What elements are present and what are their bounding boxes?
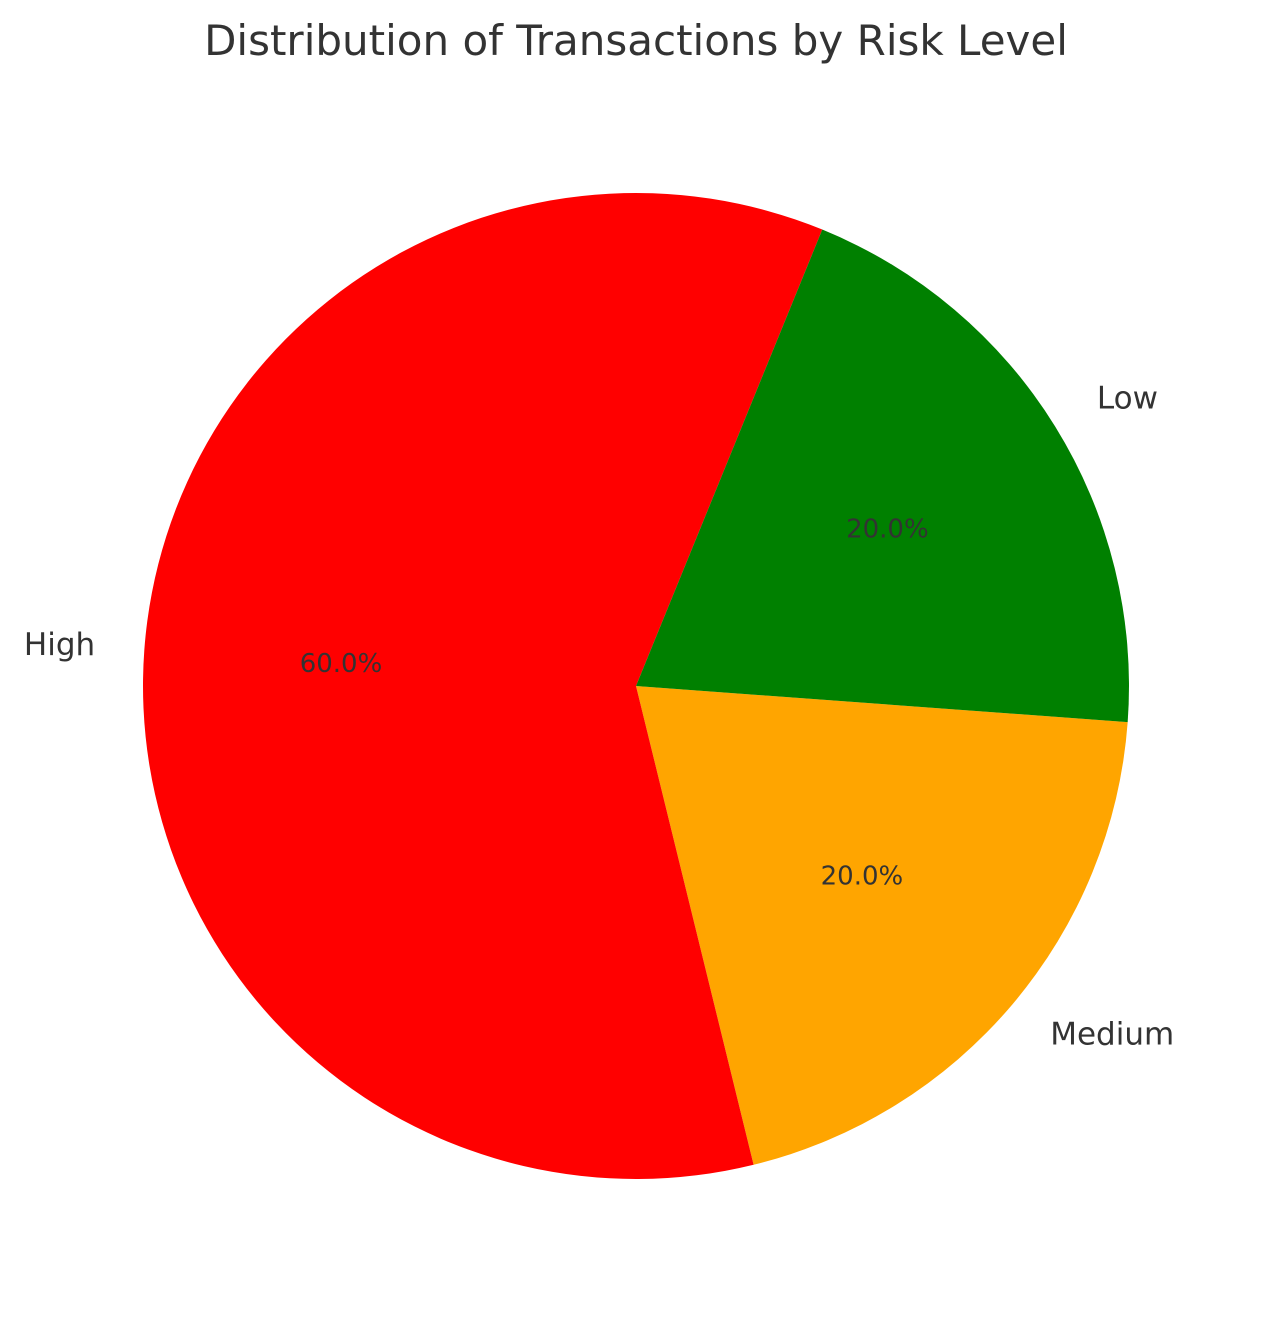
chart-title: Distribution of Transactions by Risk Lev… bbox=[204, 16, 1068, 65]
pie-slice-low bbox=[636, 229, 1129, 723]
slice-label-low: Low bbox=[1097, 381, 1158, 417]
percent-label-high: 60.0% bbox=[300, 649, 383, 679]
slice-label-medium: Medium bbox=[1050, 1017, 1174, 1053]
pie-labels: Medium 20.0% High 60.0% Low 20.0% bbox=[24, 381, 1174, 1053]
pie-slices bbox=[142, 193, 1129, 1180]
pie-slice-high bbox=[142, 193, 823, 1180]
slice-label-high: High bbox=[24, 627, 95, 663]
percent-label-medium: 20.0% bbox=[821, 861, 904, 891]
percent-label-low: 20.0% bbox=[846, 515, 929, 545]
pie-slice-medium bbox=[636, 686, 1128, 1165]
